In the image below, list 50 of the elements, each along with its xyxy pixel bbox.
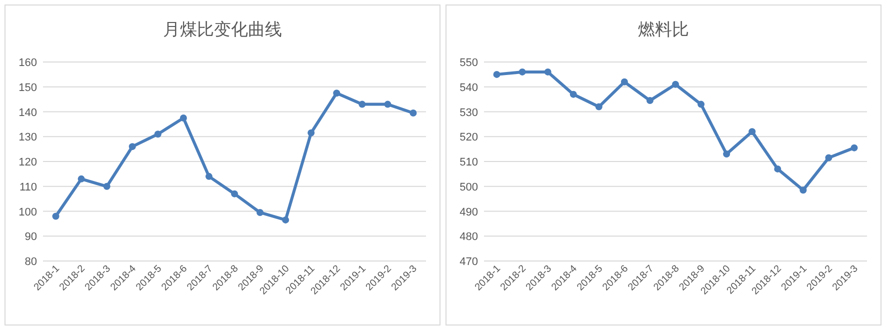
y-tick-label: 480 <box>460 231 478 244</box>
point <box>103 182 110 190</box>
point <box>78 175 85 182</box>
point <box>154 130 162 138</box>
y-tick-label: 520 <box>460 132 478 144</box>
point <box>825 154 832 162</box>
point <box>544 68 552 76</box>
point <box>205 172 212 180</box>
point <box>518 68 526 76</box>
y-tick-label: 80 <box>24 256 37 268</box>
chart-title: 月煤比变化曲线 <box>163 20 282 39</box>
point <box>128 143 136 150</box>
y-tick-label: 110 <box>19 181 37 194</box>
y-tick-label: 510 <box>460 156 478 168</box>
y-tick-label: 490 <box>460 206 478 218</box>
point <box>570 90 577 98</box>
y-tick-label: 160 <box>18 57 37 69</box>
point <box>256 208 264 216</box>
point <box>672 80 679 88</box>
y-tick-label: 540 <box>460 82 478 94</box>
point <box>231 190 238 198</box>
point <box>180 114 187 122</box>
point <box>358 100 366 108</box>
y-tick-label: 130 <box>18 132 37 144</box>
y-tick-label: 530 <box>460 106 478 119</box>
point <box>282 216 290 224</box>
point <box>774 165 782 172</box>
point <box>800 186 807 194</box>
y-tick-label: 150 <box>18 82 37 94</box>
point <box>493 70 500 78</box>
point <box>620 78 628 86</box>
y-tick-label: 140 <box>18 106 37 119</box>
point <box>850 144 858 152</box>
point <box>748 128 756 136</box>
chart-title: 燃料比 <box>638 20 689 39</box>
point <box>410 109 417 116</box>
point <box>308 129 315 136</box>
point <box>52 212 60 220</box>
y-tick-label: 120 <box>18 156 37 168</box>
point <box>723 150 730 158</box>
y-tick-label: 100 <box>18 206 37 218</box>
point <box>698 100 705 108</box>
y-tick-label: 550 <box>460 57 478 69</box>
point <box>333 90 340 97</box>
point <box>384 100 392 108</box>
y-tick-label: 470 <box>460 256 478 268</box>
y-tick-label: 500 <box>460 181 478 194</box>
point <box>646 97 654 104</box>
y-tick-label: 90 <box>24 231 37 244</box>
point <box>595 103 602 110</box>
